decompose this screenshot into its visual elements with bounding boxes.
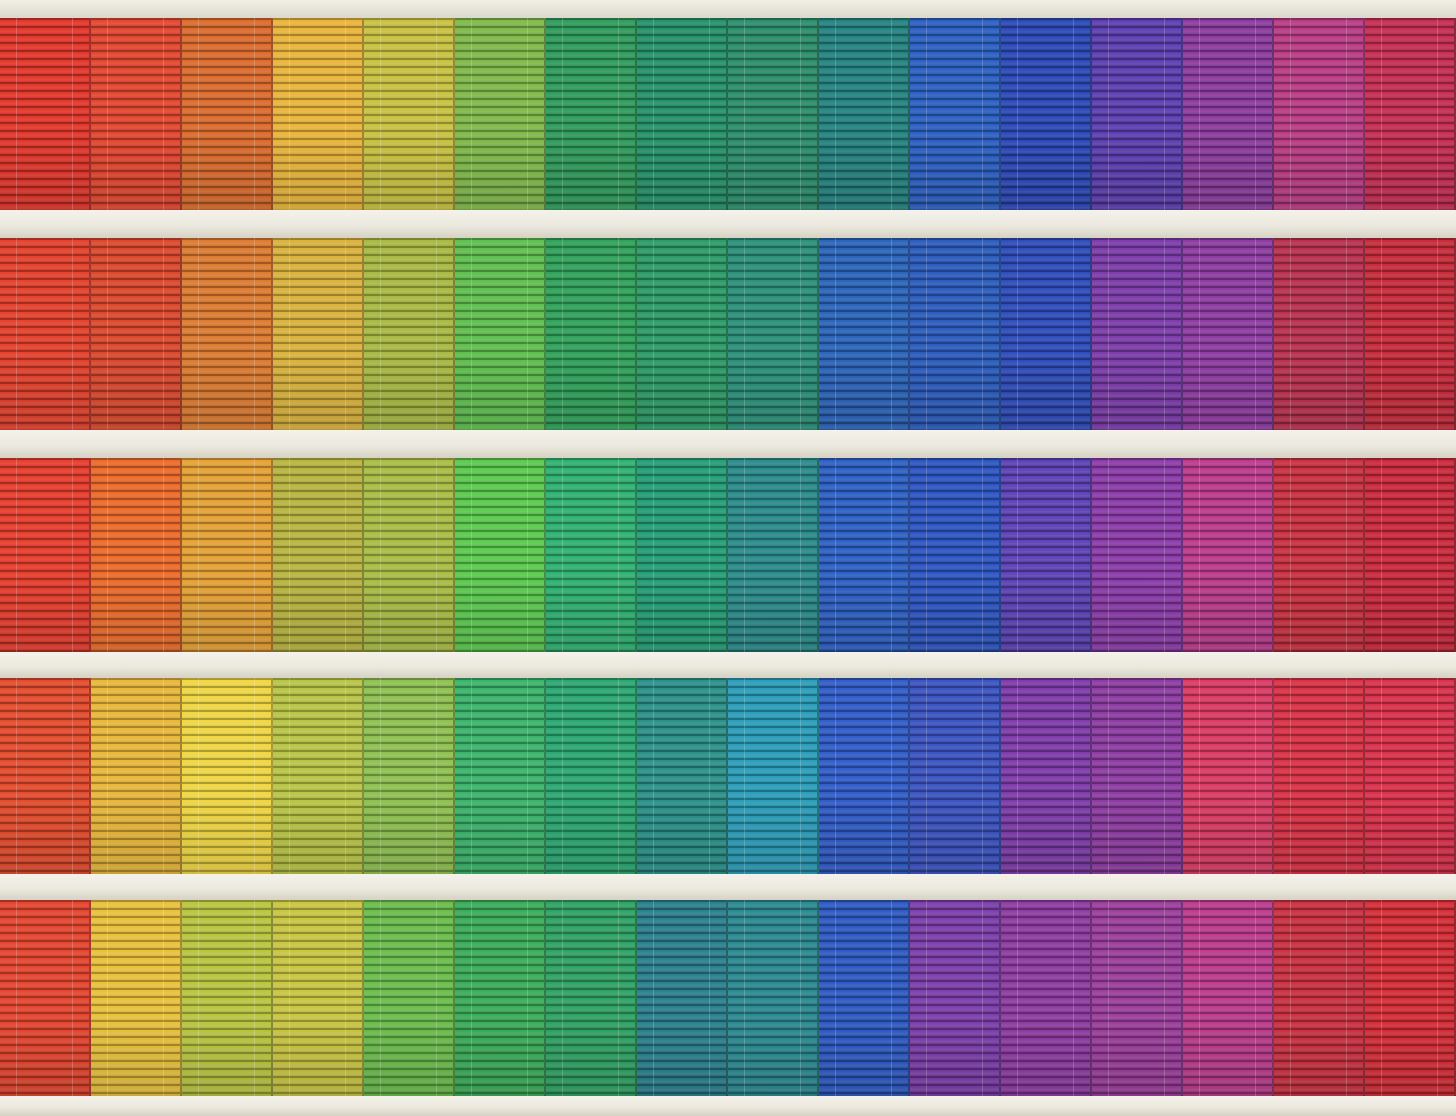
floor-slab [0,430,1456,458]
window-blind-panel [1365,18,1456,210]
floor-slab [0,874,1456,900]
window-blind-panel [546,18,637,210]
window-blind-panel [819,238,910,430]
window-blind-panel [1092,238,1183,430]
window-blind-panel [91,678,182,874]
window-blind-panel [1365,678,1456,874]
window-blind-panel [1183,678,1274,874]
window-blind-panel [91,18,182,210]
window-blind-panel [273,18,364,210]
window-blind-panel [1274,238,1365,430]
window-blind-panel [1001,678,1092,874]
window-blind-panel [182,18,273,210]
window-blind-panel [273,900,364,1096]
window-blind-panel [455,678,546,874]
window-blind-panel [637,238,728,430]
window-blind-panel [455,238,546,430]
window-blind-panel [1183,900,1274,1096]
window-blind-panel [364,900,455,1096]
window-blind-panel [0,458,91,652]
window-blind-panel [1274,458,1365,652]
window-blind-panel [182,238,273,430]
window-blind-panel [1092,678,1183,874]
floor-3-blinds [0,458,1456,652]
window-blind-panel [1365,458,1456,652]
window-blind-panel [728,458,819,652]
window-blind-panel [1183,458,1274,652]
window-blind-panel [910,900,1001,1096]
floor-5-blinds [0,900,1456,1096]
window-blind-panel [1092,458,1183,652]
window-blind-panel [910,238,1001,430]
window-blind-panel [1183,18,1274,210]
window-blind-panel [455,458,546,652]
window-blind-panel [546,238,637,430]
window-blind-panel [1092,900,1183,1096]
window-blind-panel [364,18,455,210]
window-blind-panel [1183,238,1274,430]
window-blind-panel [1092,18,1183,210]
roof-edge [0,0,1456,18]
window-blind-panel [728,238,819,430]
window-blind-panel [637,458,728,652]
floor-4-blinds [0,678,1456,874]
floor-slab [0,1096,1456,1116]
window-blind-panel [910,458,1001,652]
floor-2-blinds [0,238,1456,430]
window-blind-panel [0,238,91,430]
window-blind-panel [0,18,91,210]
window-blind-panel [1001,238,1092,430]
window-blind-panel [637,18,728,210]
window-blind-panel [728,678,819,874]
window-blind-panel [910,678,1001,874]
window-blind-panel [1365,238,1456,430]
window-blind-panel [91,458,182,652]
window-blind-panel [91,900,182,1096]
window-blind-panel [364,458,455,652]
window-blind-panel [1365,900,1456,1096]
window-blind-panel [546,678,637,874]
window-blind-panel [1274,678,1365,874]
window-blind-panel [182,458,273,652]
window-blind-panel [0,678,91,874]
window-blind-panel [819,458,910,652]
window-blind-panel [728,18,819,210]
window-blind-panel [364,678,455,874]
floor-slab [0,210,1456,238]
window-blind-panel [728,900,819,1096]
floor-slab [0,652,1456,678]
window-blind-panel [819,678,910,874]
window-blind-panel [1001,18,1092,210]
window-blind-panel [1274,18,1365,210]
window-blind-panel [1001,458,1092,652]
window-blind-panel [637,678,728,874]
window-blind-panel [819,900,910,1096]
floor-1-blinds [0,18,1456,210]
window-blind-panel [455,900,546,1096]
window-blind-panel [364,238,455,430]
window-blind-panel [182,678,273,874]
window-blind-panel [455,18,546,210]
window-blind-panel [819,18,910,210]
window-blind-panel [910,18,1001,210]
window-blind-panel [637,900,728,1096]
window-blind-panel [273,238,364,430]
window-blind-panel [1274,900,1365,1096]
window-blind-panel [546,458,637,652]
window-blind-panel [1001,900,1092,1096]
window-blind-panel [273,678,364,874]
window-blind-panel [546,900,637,1096]
window-blind-panel [273,458,364,652]
window-blind-panel [182,900,273,1096]
window-blind-panel [0,900,91,1096]
window-blind-panel [91,238,182,430]
